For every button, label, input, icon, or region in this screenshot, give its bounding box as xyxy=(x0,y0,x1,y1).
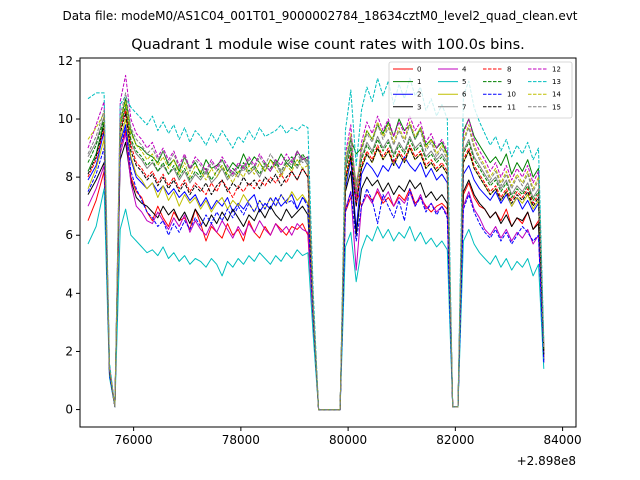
y-tick-label: 12 xyxy=(58,54,73,68)
legend-label-13: 13 xyxy=(552,78,561,86)
legend-label-5: 5 xyxy=(462,78,466,86)
y-tick-label: 0 xyxy=(65,403,73,417)
y-tick-label: 8 xyxy=(65,170,73,184)
legend-label-11: 11 xyxy=(507,103,516,111)
axes-background xyxy=(80,58,576,427)
legend-label-2: 2 xyxy=(417,91,421,99)
series-line-12 xyxy=(87,74,545,411)
legend-label-14: 14 xyxy=(552,91,561,99)
legend-label-10: 10 xyxy=(507,91,516,99)
legend-label-4: 4 xyxy=(462,66,467,74)
y-tick-label: 4 xyxy=(65,286,73,300)
x-tick-label: 84000 xyxy=(544,433,582,447)
x-offset-label: +2.898e8 xyxy=(517,454,576,468)
legend-label-7: 7 xyxy=(462,103,466,111)
series-line-15 xyxy=(87,92,545,411)
legend-label-9: 9 xyxy=(507,78,511,86)
x-axis-ticks: 76000 78000 80000 82000 84000 xyxy=(115,427,582,447)
x-tick-label: 80000 xyxy=(329,433,367,447)
y-tick-label: 6 xyxy=(65,228,73,242)
axes-frame xyxy=(79,57,577,428)
legend-label-0: 0 xyxy=(417,66,421,74)
suptitle: Data file: modeM0/AS1C04_001T01_90000027… xyxy=(62,9,577,23)
series-lines xyxy=(87,74,545,411)
legend-frame xyxy=(388,61,573,119)
x-tick-label: 82000 xyxy=(436,433,474,447)
legend-label-12: 12 xyxy=(552,66,561,74)
chart-title: Quadrant 1 module wise count rates with … xyxy=(131,37,525,53)
legend-label-6: 6 xyxy=(462,91,467,99)
legend-label-3: 3 xyxy=(417,103,421,111)
x-tick-label: 78000 xyxy=(222,433,260,447)
series-line-14 xyxy=(87,101,545,411)
legend-label-15: 15 xyxy=(552,103,561,111)
legend-label-8: 8 xyxy=(507,66,511,74)
y-axis-ticks: 0 2 4 6 8 10 12 xyxy=(58,54,80,417)
x-tick-label: 76000 xyxy=(115,433,153,447)
y-tick-label: 2 xyxy=(65,344,73,358)
y-tick-label: 10 xyxy=(58,112,73,126)
legend-label-1: 1 xyxy=(417,78,421,86)
